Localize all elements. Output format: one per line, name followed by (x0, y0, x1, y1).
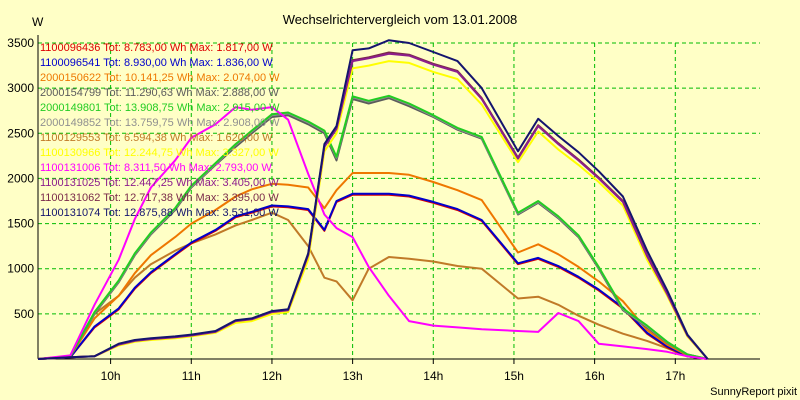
y-tick-label: 3000 (7, 81, 34, 95)
legend-entry-1100131006: 1100131006 Tot: 8.311,50 Wh Max: 2.793,0… (40, 162, 272, 174)
series-line-1100096436 (37, 193, 708, 360)
x-tick-label: 11h (182, 369, 201, 383)
series-line-2000149801 (37, 94, 708, 360)
y-tick-label: 2500 (7, 126, 34, 140)
legend-entry-1100096541: 1100096541 Tot: 8.930,00 Wh Max: 1.836,0… (40, 57, 273, 69)
series-line-1100096541 (37, 192, 708, 360)
legend-entry-1100130966: 1100130966 Tot: 12.244,75 Wh Max: 3.327,… (40, 147, 279, 159)
axes: 500 1000 1500 2000 2500 3000 3500 10h 11h 12h 13h 1… (7, 35, 760, 383)
x-tick-label: 13h (343, 369, 363, 383)
footer-credit: SunnyReport pixit (710, 386, 797, 398)
x-tick-label: 14h (423, 369, 443, 383)
legend-entry-1100131025: 1100131025 Tot: 12.447,25 Wh Max: 3.405,… (40, 177, 279, 189)
legend-entry-2000149801: 2000149801 Tot: 13.908,75 Wh Max: 2.915,… (40, 102, 280, 114)
legend-entry-2000149852: 2000149852 Tot: 13.759,75 Wh Max: 2.908,… (40, 117, 280, 129)
legend-entry-1100096436: 1100096436 Tot: 8.783,00 Wh Max: 1.817,0… (40, 42, 273, 54)
series-lines (37, 39, 709, 360)
legend-entry-1100129553: 1100129553 Tot: 6.594,38 Wh Max: 1.620,0… (40, 132, 273, 144)
x-tick-label: 12h (262, 369, 282, 383)
x-tick-label: 17h (665, 369, 685, 383)
series-line-2000150622 (37, 172, 708, 360)
y-tick-label: 1000 (7, 262, 34, 276)
legend-entry-2000154799: 2000154799 Tot: 11.290,63 Wh Max: 2.888,… (40, 87, 279, 99)
y-tick-label: 1500 (7, 217, 34, 231)
x-tick-label: 16h (585, 369, 605, 383)
y-tick-label: 500 (14, 307, 34, 321)
series-line-1100129553 (37, 211, 708, 360)
x-tick-label: 10h (101, 369, 121, 383)
legend: 1100096436 Tot: 8.783,00 Wh Max: 1.817,0… (40, 42, 280, 219)
series-line-1100131006 (37, 106, 708, 360)
chart-title: Wechselrichtervergleich vom 13.01.2008 (283, 12, 518, 27)
series-line-1100131074 (37, 39, 709, 360)
legend-entry-2000150622: 2000150622 Tot: 10.141,25 Wh Max: 2.074,… (40, 72, 280, 84)
legend-entry-1100131074: 1100131074 Tot: 12.875,88 Wh Max: 3.531,… (40, 207, 279, 219)
x-tick-label: 15h (504, 369, 524, 383)
y-tick-label: 2000 (7, 171, 34, 185)
y-axis-unit-label: W (32, 15, 44, 29)
y-tick-label: 3500 (7, 36, 34, 50)
legend-entry-1100131062: 1100131062 Tot: 12.717,38 Wh Max: 3.395,… (40, 192, 279, 204)
